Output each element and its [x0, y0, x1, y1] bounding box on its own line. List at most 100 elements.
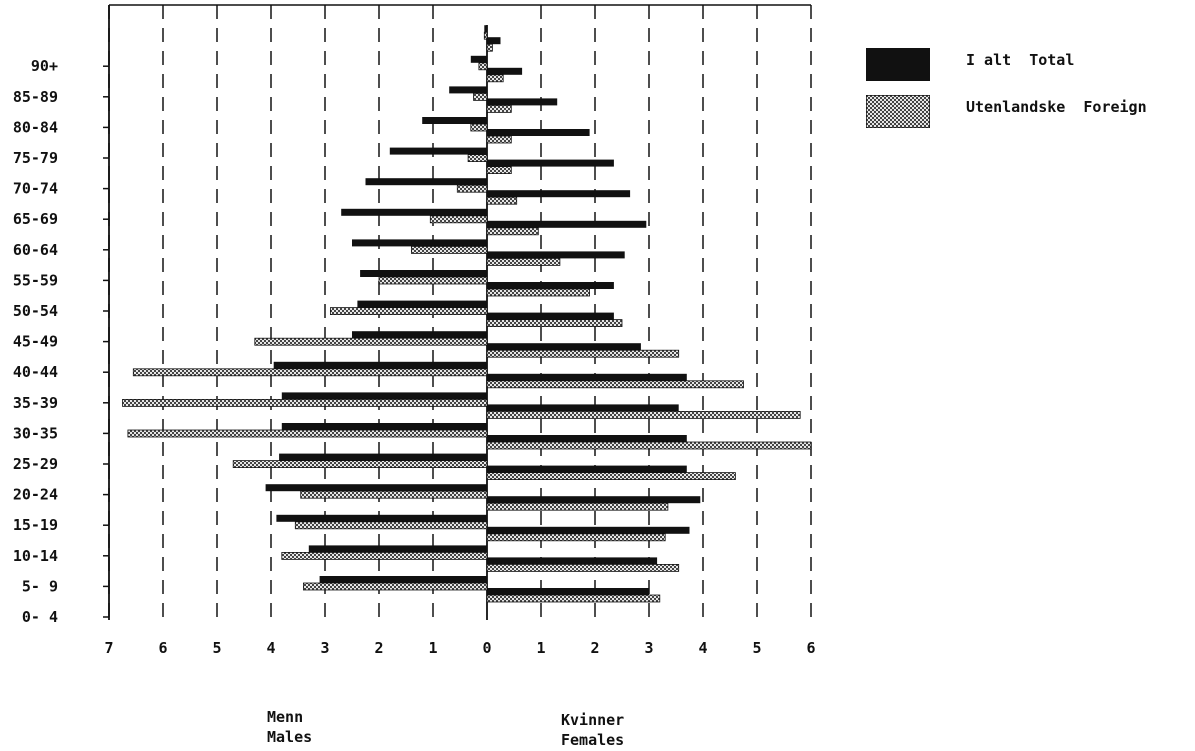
- bar-foreign-males: [467, 154, 488, 163]
- bar-total-males: [308, 545, 487, 553]
- bar-foreign-males: [232, 460, 488, 469]
- x-tick-label: 6: [158, 639, 167, 657]
- bar-total-males: [279, 453, 487, 461]
- bar-foreign-females: [486, 319, 623, 328]
- bar-foreign-males: [132, 368, 488, 377]
- bar-total-males: [357, 300, 487, 308]
- bar-foreign-females: [486, 166, 512, 175]
- bar-total-males: [341, 208, 487, 216]
- category-label: 20-24: [13, 486, 58, 504]
- bar-total-females: [487, 557, 658, 565]
- bar-foreign-females: [486, 227, 539, 236]
- category-label: 15-19: [13, 516, 58, 534]
- bar-foreign-males: [122, 398, 488, 407]
- bar-total-males: [352, 239, 487, 247]
- bar-total-females: [487, 282, 614, 289]
- category-label: 40-44: [13, 363, 58, 381]
- legend-swatch-foreign: [866, 95, 930, 128]
- x-tick-label: 3: [644, 639, 653, 657]
- bar-total-males: [276, 514, 487, 522]
- bar-foreign-females: [486, 502, 669, 511]
- bar-total-males: [484, 25, 487, 33]
- x-tick-label: 7: [104, 639, 113, 657]
- bar-total-females: [487, 159, 614, 167]
- bar-total-males: [422, 117, 487, 124]
- bar-foreign-females: [486, 594, 661, 603]
- bar-foreign-females: [486, 533, 666, 542]
- males-label-en: Males: [267, 728, 313, 746]
- x-tick-label: 2: [374, 639, 383, 657]
- category-label: 50-54: [13, 302, 58, 320]
- category-label: 65-69: [13, 210, 58, 228]
- bar-foreign-females: [486, 257, 561, 266]
- bar-total-males: [319, 576, 487, 583]
- bar-foreign-females: [486, 74, 504, 83]
- x-tick-label: 5: [212, 639, 221, 657]
- bar-total-females: [487, 373, 687, 381]
- legend-label-foreign: Utenlandske Foreign: [966, 98, 1147, 116]
- x-tick-label: 4: [266, 639, 275, 657]
- bar-total-females: [487, 465, 687, 473]
- legend-label-total: I alt Total: [966, 51, 1075, 69]
- bar-foreign-males: [294, 521, 488, 530]
- bar-foreign-females: [486, 410, 801, 419]
- bar-foreign-males: [470, 123, 488, 132]
- bar-foreign-males: [302, 582, 488, 591]
- bar-total-males: [470, 55, 487, 63]
- bar-total-females: [487, 129, 590, 136]
- x-tick-label: 3: [320, 639, 329, 657]
- bar-total-males: [265, 484, 487, 492]
- bar-foreign-females: [486, 349, 680, 358]
- bar-total-females: [487, 37, 501, 45]
- bar-total-males: [352, 331, 487, 339]
- bar-foreign-females: [486, 564, 680, 572]
- females-label-en: Females: [561, 731, 625, 749]
- bar-total-males: [389, 147, 487, 155]
- bar-total-females: [487, 496, 701, 504]
- bar-foreign-males: [410, 245, 488, 254]
- bar-foreign-males: [281, 552, 488, 560]
- bar-total-females: [487, 588, 649, 595]
- bar-foreign-males: [456, 184, 488, 193]
- bar-foreign-males: [473, 93, 488, 101]
- bar-total-females: [487, 526, 690, 534]
- males-label: Menn Males: [267, 707, 312, 747]
- bar-total-females: [487, 404, 679, 412]
- category-label: 5- 9: [22, 577, 58, 595]
- bar-foreign-males: [127, 429, 488, 438]
- bar-total-females: [487, 98, 558, 106]
- category-label: 70-74: [13, 180, 58, 198]
- bar-total-females: [487, 220, 647, 228]
- x-tick-label: 0: [482, 639, 491, 657]
- category-label: 0- 4: [22, 608, 58, 626]
- x-tick-label: 4: [698, 639, 707, 657]
- bar-total-males: [449, 86, 487, 94]
- bar-foreign-females: [486, 43, 493, 52]
- legend-swatch-total: [866, 48, 930, 81]
- bar-total-females: [487, 67, 523, 75]
- labels: 0- 45- 910-1415-1920-2425-2930-3535-3940…: [13, 57, 816, 657]
- x-tick-label: 1: [428, 639, 437, 657]
- bar-total-females: [487, 190, 631, 198]
- bar-total-males: [273, 361, 487, 369]
- bar-foreign-males: [254, 337, 488, 346]
- bar-total-females: [487, 343, 641, 351]
- category-label: 35-39: [13, 394, 58, 412]
- females-label-no: Kvinner: [561, 711, 625, 729]
- category-label: 75-79: [13, 149, 58, 167]
- bar-foreign-females: [486, 441, 812, 450]
- males-label-no: Menn: [267, 708, 304, 726]
- category-label: 25-29: [13, 455, 58, 473]
- females-label: Kvinner Females: [561, 710, 624, 750]
- bar-total-males: [281, 423, 487, 430]
- bar-total-males: [281, 392, 487, 400]
- bar-total-males: [360, 270, 487, 277]
- category-label: 60-64: [13, 241, 58, 259]
- bar-foreign-males: [300, 490, 488, 499]
- bar-foreign-males: [483, 31, 488, 40]
- bar-total-females: [487, 251, 625, 259]
- bar-foreign-males: [478, 62, 488, 71]
- bar-foreign-females: [486, 196, 518, 205]
- category-label: 90+: [31, 57, 58, 75]
- bar-foreign-females: [486, 472, 736, 481]
